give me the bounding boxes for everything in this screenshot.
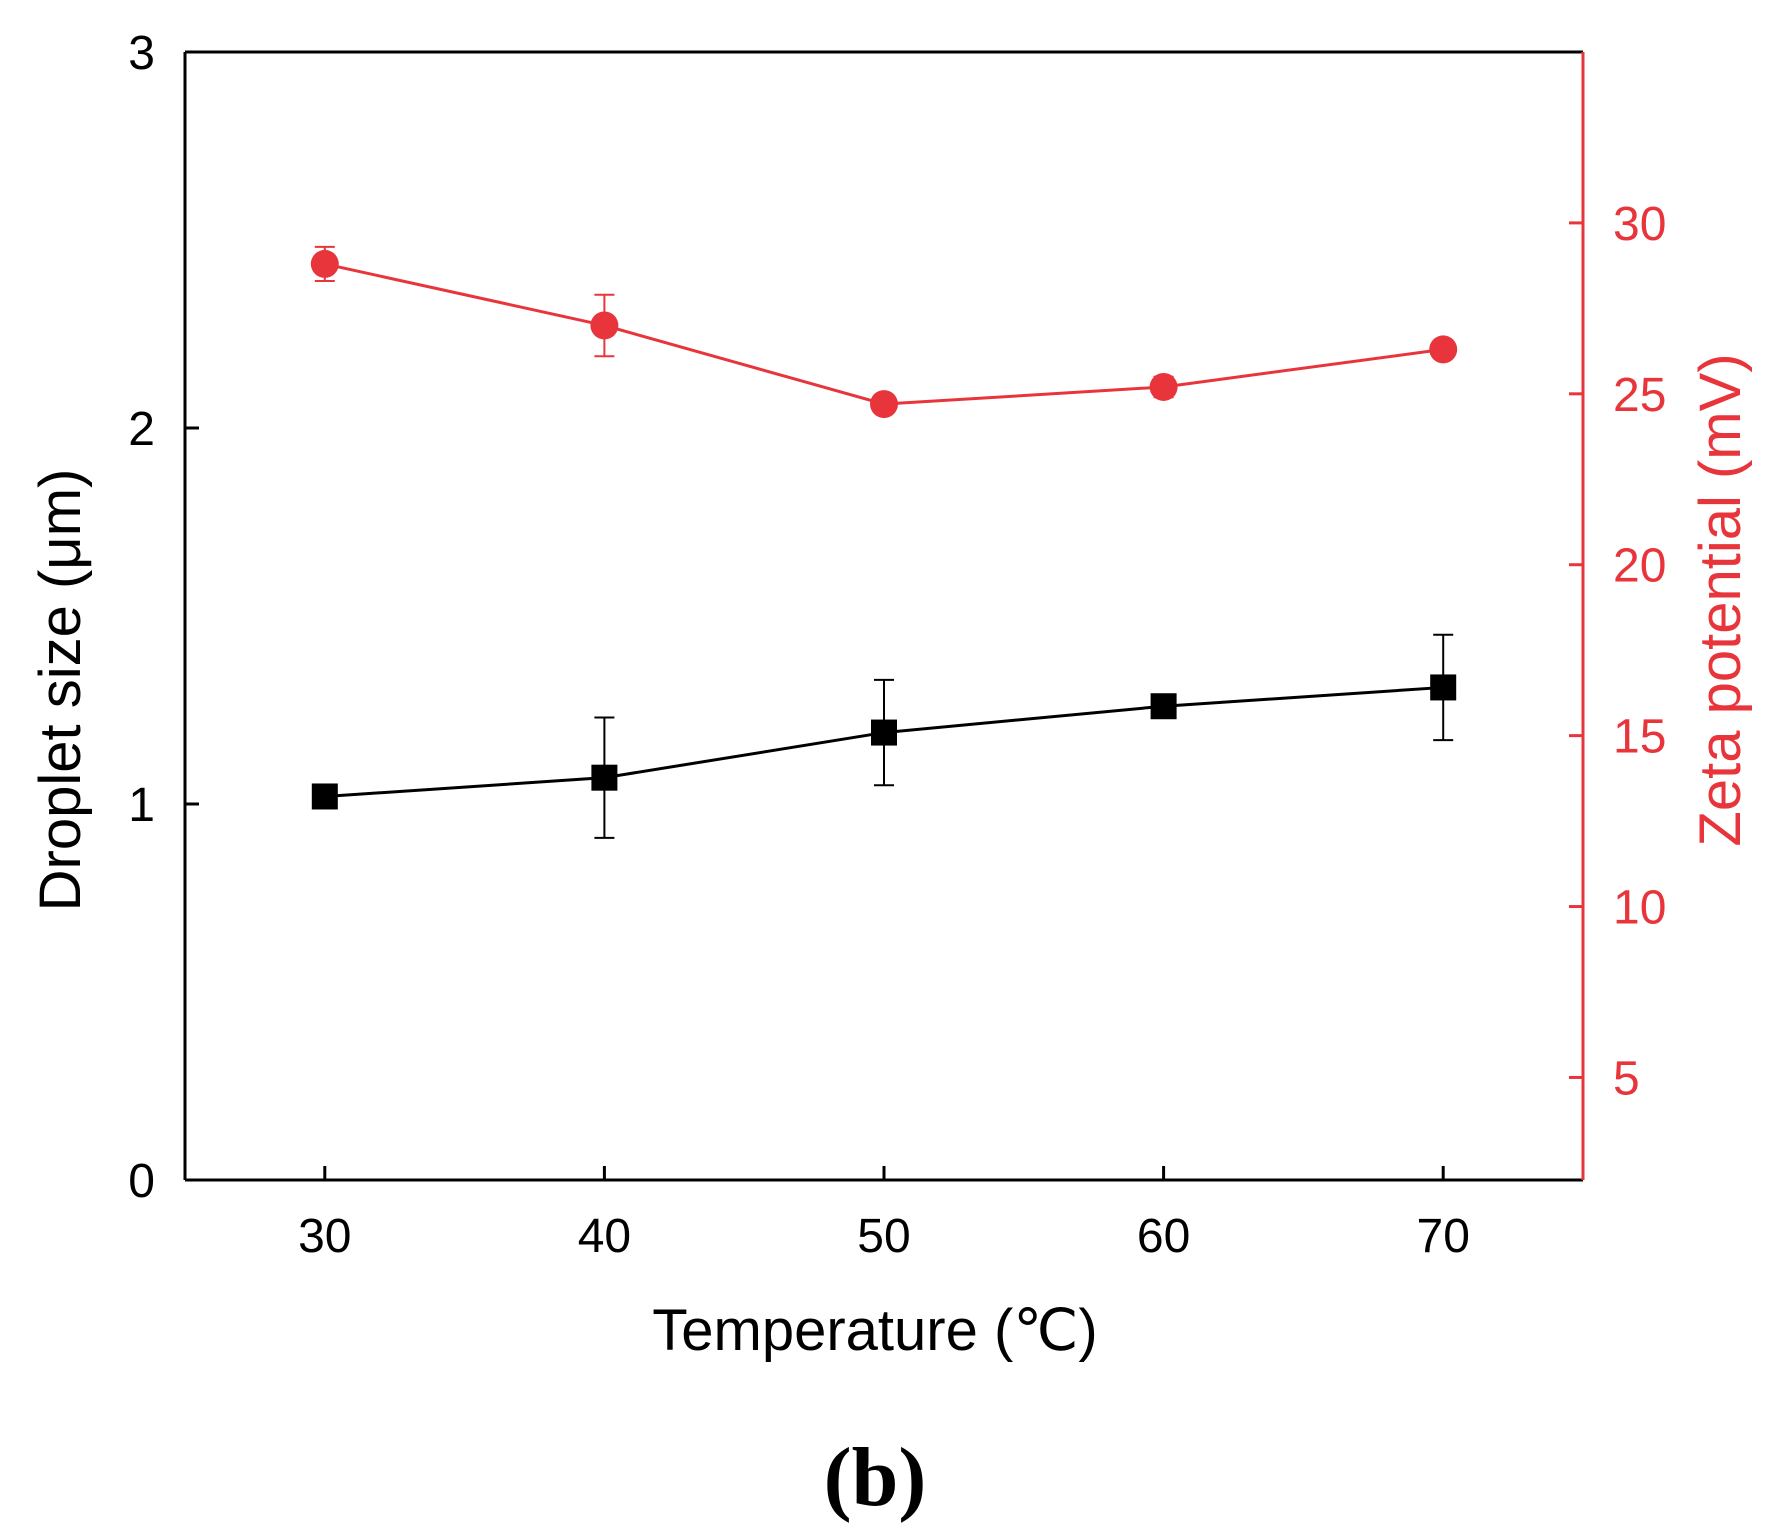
x-tick-label: 40 — [578, 1210, 631, 1263]
zeta-potential-point — [1149, 372, 1178, 401]
zeta-potential-point — [590, 311, 619, 340]
droplet-size-point — [1430, 674, 1457, 701]
x-axis-title: Temperature (℃) — [652, 1298, 1097, 1363]
right-y-axis-ticks: 5 10 15 20 25 30 — [1569, 198, 1666, 1105]
left-y-tick-label: 3 — [128, 27, 155, 80]
x-tick-label: 50 — [857, 1210, 910, 1263]
zeta-potential-point — [310, 249, 339, 278]
x-axis-ticks: 30 40 50 60 70 — [298, 1166, 1470, 1263]
left-y-axis-ticks: 0 1 2 3 — [128, 27, 199, 1208]
droplet-size-series — [311, 633, 1457, 839]
left-y-tick-label: 1 — [128, 779, 155, 832]
plot-frame — [183, 50, 1585, 1182]
zeta-potential-point — [1429, 335, 1458, 364]
right-y-tick-label: 30 — [1613, 198, 1666, 251]
right-y-tick-label: 5 — [1613, 1052, 1640, 1105]
zeta-potential-series — [310, 245, 1458, 419]
zeta-potential-point — [870, 390, 898, 419]
panel-label: (b) — [824, 1431, 927, 1524]
right-y-tick-label: 25 — [1613, 369, 1666, 422]
droplet-size-point — [311, 783, 338, 810]
right-y-tick-label: 15 — [1613, 711, 1666, 764]
droplet-size-point — [871, 719, 897, 746]
x-tick-label: 70 — [1417, 1210, 1470, 1263]
right-y-axis-title: Zeta potential (mV) — [1688, 353, 1753, 846]
series-layer — [310, 245, 1458, 839]
x-tick-label: 30 — [298, 1210, 351, 1263]
droplet-size-point — [1150, 693, 1177, 720]
x-tick-label: 60 — [1137, 1210, 1190, 1263]
droplet-size-point — [591, 764, 618, 791]
left-y-tick-label: 2 — [128, 403, 155, 456]
right-y-tick-label: 20 — [1613, 540, 1666, 593]
left-y-axis-title: Droplet size (μm) — [28, 469, 93, 912]
right-y-tick-label: 10 — [1613, 882, 1666, 935]
left-y-tick-label: 0 — [128, 1155, 155, 1208]
zeta-potential-line — [324, 262, 1444, 406]
